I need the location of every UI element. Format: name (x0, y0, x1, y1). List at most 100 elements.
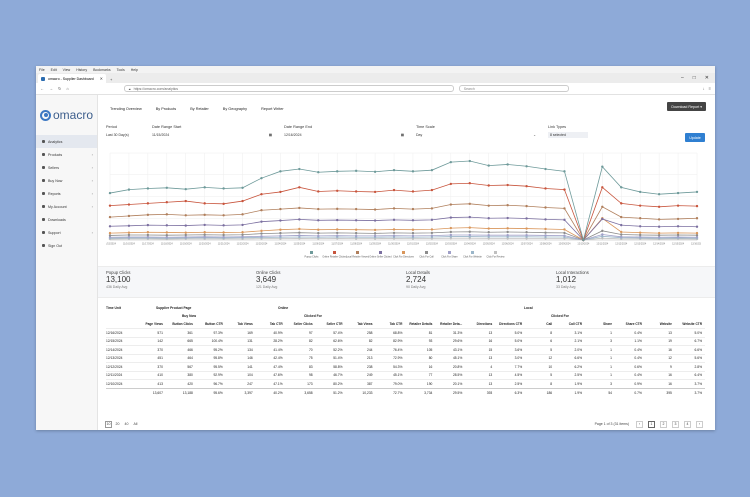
column-header[interactable]: Tab CTR (389, 322, 403, 326)
download-icon (42, 218, 45, 221)
start-date-value: 11/15/2024 (152, 133, 170, 137)
column-header[interactable]: Tab Views (237, 322, 253, 326)
data-point (127, 233, 131, 237)
browser-tab[interactable]: omacro - Supplier Dashboard ✕ (38, 74, 106, 83)
page-size-10[interactable]: 10 (105, 420, 112, 428)
column-header[interactable]: Seller Clicks (293, 322, 313, 326)
new-tab-icon[interactable]: + (110, 77, 113, 82)
data-point (563, 218, 566, 222)
link-types-select[interactable]: 8 selected (548, 132, 588, 138)
next-page-button[interactable]: › (696, 420, 703, 428)
page-2-button[interactable]: 2 (660, 420, 667, 428)
period-value: Last 30 Day(s) (106, 133, 129, 137)
close-window-icon[interactable]: ✕ (704, 75, 709, 81)
back-icon[interactable]: ← (40, 86, 44, 91)
tab-by-retailer[interactable]: By Retailer (190, 107, 209, 111)
timescale-select[interactable]: Day ⌄ (416, 132, 536, 138)
column-header[interactable]: Button CTR (205, 322, 223, 326)
page-4-button[interactable]: 4 (684, 420, 691, 428)
sidebar-item-downloads[interactable]: Downloads (36, 213, 97, 226)
table-cell: 370 (136, 345, 166, 354)
table-row[interactable]: 12/13/2024 451 464 95.8% 146 42.4% 75 51.4% 213 7… (106, 353, 705, 363)
sidebar-item-analytics[interactable]: Analytics (36, 135, 97, 148)
close-tab-icon[interactable]: ✕ (99, 76, 103, 81)
tab-report-writer[interactable]: Report Writer (261, 107, 284, 111)
page-3-button[interactable]: 3 (672, 420, 679, 428)
logo[interactable]: omacro (36, 95, 97, 135)
page-size-20[interactable]: 20 (115, 422, 120, 426)
reload-icon[interactable]: ↻ (58, 86, 62, 91)
data-point (373, 232, 377, 235)
tab-by-products[interactable]: By Products (155, 107, 177, 111)
page-1-button[interactable]: 1 (648, 420, 655, 428)
column-header[interactable]: Website (659, 322, 672, 326)
table-cell: 96.7% (195, 379, 226, 388)
downloads-icon[interactable]: ↓ (702, 86, 705, 91)
forward-icon[interactable]: → (49, 86, 53, 91)
home-icon[interactable]: ⌂ (66, 86, 69, 91)
period-select[interactable]: Last 30 Day(s) (106, 132, 129, 138)
column-header[interactable]: Call CTR (568, 322, 583, 326)
column-header[interactable]: Seller CTR (326, 322, 343, 326)
column-header[interactable]: Website CTR (682, 322, 702, 326)
browser-search-input[interactable]: Search (458, 85, 569, 92)
maximize-icon[interactable]: □ (692, 75, 696, 81)
sidebar-item-reports[interactable]: Reports › (36, 187, 97, 200)
column-header[interactable]: Directions (476, 322, 493, 326)
menu-tools[interactable]: Tools (116, 67, 125, 72)
sidebar-item-label: Reports (48, 191, 61, 196)
series-line (109, 203, 698, 241)
table-row[interactable]: 12/11/2024 410 380 92.9% 104 47.6% 98 46.7% 249 4… (106, 370, 705, 380)
column-header[interactable]: Button Clicks (172, 322, 193, 326)
menu-view[interactable]: View (62, 67, 71, 72)
column-header[interactable]: Retailer Details (409, 322, 433, 326)
column-header[interactable]: Call (546, 322, 553, 326)
column-header[interactable]: Tab CTR (269, 322, 283, 326)
column-header[interactable]: Directions CTR (499, 322, 523, 326)
menu-file[interactable]: File (39, 67, 45, 72)
download-report-button[interactable]: Download Report ▾ (667, 102, 706, 111)
menu-history[interactable]: History (76, 67, 88, 72)
prev-page-button[interactable]: ‹ (636, 420, 643, 428)
end-date-input[interactable]: 12/16/2024 ▦ (284, 132, 404, 138)
column-header[interactable]: Retailer Deta... (440, 322, 463, 326)
column-header[interactable]: Page Views (145, 322, 163, 326)
address-bar[interactable]: 🔒︎ https://omacro.com/analytics (123, 85, 454, 92)
column-header[interactable]: Share CTR (625, 322, 642, 326)
sidebar-item-my-account[interactable]: My Account › (36, 200, 97, 213)
tab-trending-overview[interactable]: Trending Overview (110, 107, 142, 111)
table-row[interactable]: 12/15/2024 142 665 100.4% 131 28.2% 82 62.6% 82 8… (106, 336, 705, 346)
column-header[interactable]: Tab Views (357, 322, 373, 326)
stat-value: 3,649 (256, 275, 277, 284)
data-point (317, 219, 320, 222)
table-row[interactable]: 12/14/2024 370 466 95.2% 134 41.4% 70 52.2% 244 7… (106, 345, 705, 354)
data-point (544, 218, 547, 221)
sidebar-item-products[interactable]: Products › (36, 148, 97, 161)
tab-by-geography[interactable]: By Geography (222, 107, 248, 111)
menu-help[interactable]: Help (130, 67, 138, 72)
totals-cell: 54 (585, 387, 615, 397)
minimize-icon[interactable]: – (680, 75, 684, 81)
menu-bookmarks[interactable]: Bookmarks (93, 67, 111, 72)
column-header[interactable]: Share (603, 322, 612, 326)
sidebar-item-sign-out[interactable]: Sign Out (36, 239, 97, 252)
sidebar-item-support[interactable]: Support › (36, 226, 97, 239)
page-size-40[interactable]: 40 (124, 422, 129, 426)
calendar-icon[interactable]: ▦ (268, 133, 272, 137)
table-cell: 16 (405, 362, 436, 371)
data-point (203, 223, 206, 227)
update-button[interactable]: Update (685, 133, 705, 142)
sidebar-item-sellers[interactable]: Sellers › (36, 161, 97, 174)
table-row[interactable]: 12/10/2024 413 420 96.7% 247 47.1% 173 80.2% 387… (106, 379, 705, 388)
sidebar-item-buy-now[interactable]: Buy Now › (36, 174, 97, 187)
table-row[interactable]: 12/12/2024 370 567 95.5% 141 47.4% 83 58.8% 238 5… (106, 362, 705, 371)
page-size-all[interactable]: All (133, 422, 138, 426)
start-date-input[interactable]: 11/15/2024 ▦ (152, 132, 272, 138)
table-row[interactable]: 12/16/2024 571 361 97.3% 169 40.9% 97 57.4% 258 6… (106, 328, 705, 337)
menu-edit[interactable]: Edit (50, 67, 57, 72)
totals-cell: 10,233 (345, 387, 376, 397)
column-header[interactable] (106, 320, 136, 329)
menu-icon[interactable]: ≡ (708, 86, 711, 91)
calendar-icon[interactable]: ▦ (400, 133, 404, 137)
totals-cell: 3,397 (225, 387, 256, 397)
